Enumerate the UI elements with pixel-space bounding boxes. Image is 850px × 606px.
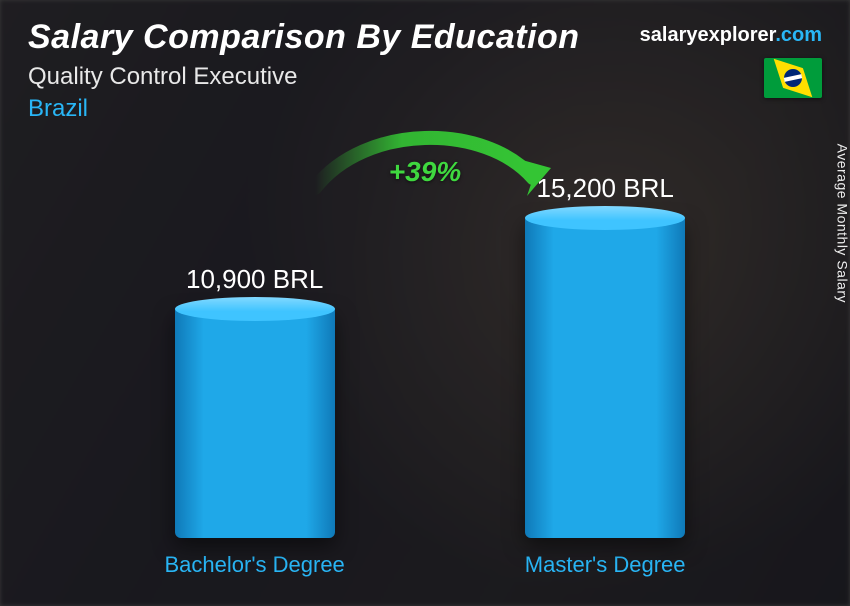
bar [525,218,685,538]
job-title: Quality Control Executive [28,63,822,91]
y-axis-label: Average Monthly Salary [834,144,850,303]
header: Salary Comparison By Education Quality C… [28,18,822,123]
bar-label: Master's Degree [525,552,686,578]
brand-suffix: .com [775,24,822,46]
bar-body [525,218,685,538]
bar-group: 15,200 BRL Master's Degree [525,173,686,578]
bar-label: Bachelor's Degree [165,552,345,578]
bar-body [175,309,335,538]
bar-top-ellipse [525,206,685,230]
brand-prefix: salaryexplorer [640,24,776,46]
bar-value: 15,200 BRL [536,173,673,204]
infographic-container: Salary Comparison By Education Quality C… [0,0,850,606]
bar-value: 10,900 BRL [186,264,323,295]
bar [175,309,335,538]
bar-group: 10,900 BRL Bachelor's Degree [165,264,345,578]
brazil-flag-icon [764,58,822,98]
bar-chart: 10,900 BRL Bachelor's Degree 15,200 BRL Mas… [0,148,850,578]
brand-logo: salaryexplorer.com [640,24,822,47]
country-name: Brazil [28,95,822,123]
bar-top-ellipse [175,297,335,321]
